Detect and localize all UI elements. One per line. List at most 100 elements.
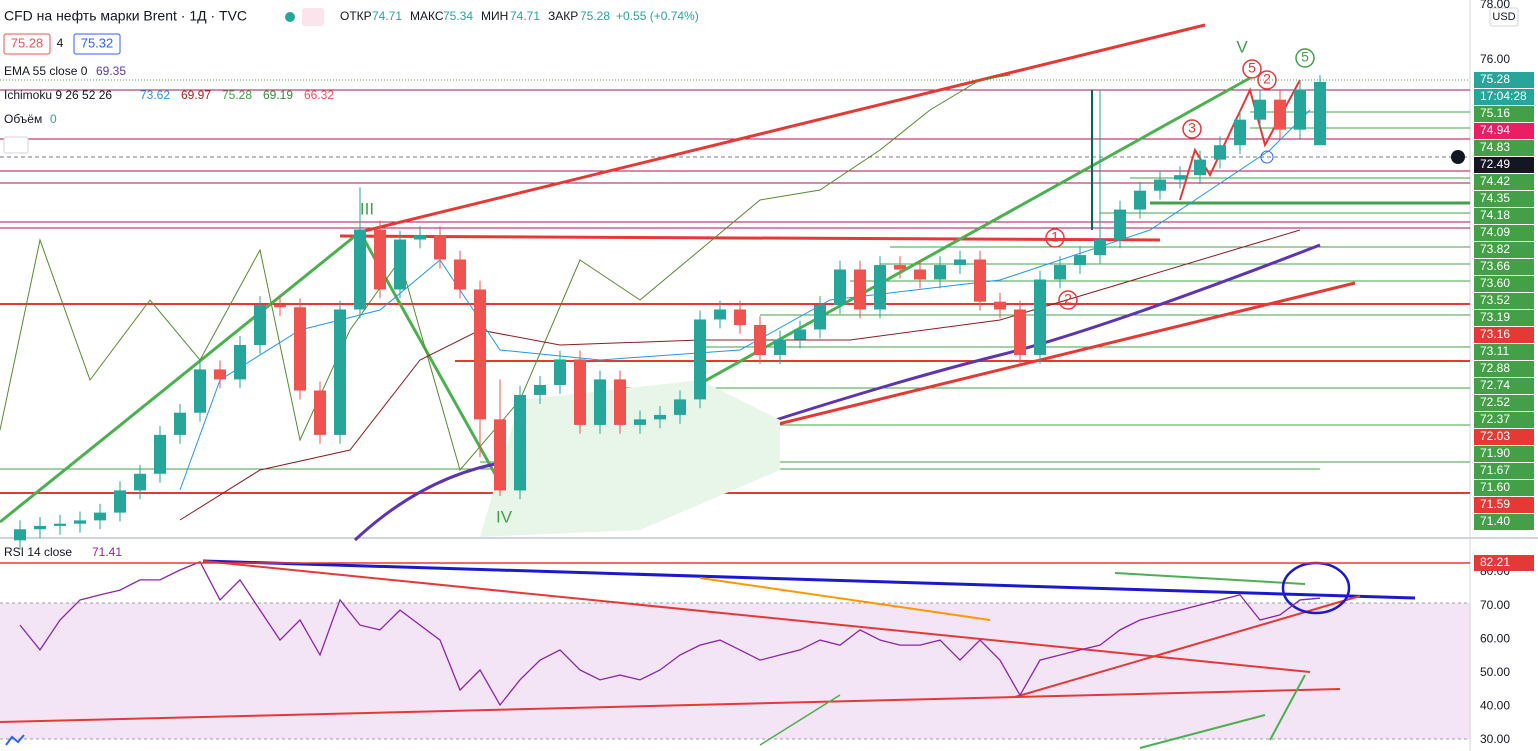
candle-body: [434, 235, 446, 260]
candle-body: [114, 490, 126, 513]
price-label: 72.49: [1480, 157, 1510, 171]
crosshair-plus[interactable]: [1451, 150, 1465, 164]
ohlc-label: МИН: [481, 9, 508, 23]
collapse-button[interactable]: [3, 136, 29, 154]
wave-label: V: [1236, 37, 1248, 56]
axis-label: 76.00: [1480, 52, 1510, 66]
rsi-tag-bg: [1474, 555, 1534, 571]
wave-label: IV: [496, 507, 513, 526]
price-label: 72.88: [1480, 361, 1510, 375]
candle-body: [994, 301, 1006, 310]
candle-body: [1074, 255, 1086, 266]
logo: [5, 734, 25, 746]
candle-body: [774, 339, 786, 355]
rsi-axis-label: 40.00: [1480, 699, 1510, 713]
price-label: 74.18: [1480, 208, 1510, 222]
candle-body: [674, 399, 686, 415]
candle-body: [594, 379, 606, 425]
price-label-bg: [1474, 378, 1534, 394]
ohlc-value: 75.34: [443, 9, 473, 23]
price-label: 71.60: [1480, 480, 1510, 494]
candle-body: [834, 269, 846, 306]
wave-label: 5: [1301, 49, 1309, 65]
rsi-trend: [759, 694, 841, 746]
candle-body: [134, 473, 146, 491]
ohlc-value: 74.71: [372, 9, 402, 23]
rsi-axis-label: 50.00: [1480, 665, 1510, 679]
price-label-bg: [1474, 106, 1534, 122]
candle-body: [694, 319, 706, 400]
rsi-trend: [1114, 572, 1306, 585]
candle-body: [614, 379, 626, 425]
ichimoku-name: Ichimoku 9 26 52 26: [4, 88, 112, 102]
price-label: 73.66: [1480, 259, 1510, 273]
candle-body: [1254, 99, 1266, 120]
candle-body: [1134, 190, 1146, 210]
price-label: 74.42: [1480, 174, 1510, 188]
rsi-trend: [1269, 674, 1306, 741]
price-label-bg: [1474, 412, 1534, 428]
rsi-line: [19, 561, 1321, 707]
price-labels: 75.28 17:04:28 75.16 74.94 74.83 72.49 74.42 74…: [1474, 72, 1534, 530]
wave-label: 2: [1263, 71, 1271, 87]
bid: 75.28: [11, 35, 44, 50]
ema-value: 69.35: [96, 64, 126, 78]
price-label: 72.52: [1480, 395, 1510, 409]
ichimoku-value: 69.97: [181, 88, 211, 102]
candle-body: [894, 265, 906, 270]
wave-circle: [1182, 119, 1202, 139]
price-label: 71.40: [1480, 514, 1510, 528]
candle-body: [74, 520, 86, 524]
candle-body: [334, 309, 346, 435]
axis-label: 78.00: [1480, 0, 1510, 11]
volume-name: Объём: [4, 112, 42, 126]
price-label-bg: [1474, 463, 1534, 479]
ohlc-label: ЗАКР: [548, 9, 578, 23]
channel-top: [359, 23, 1206, 234]
rsi-trend: [699, 577, 991, 621]
sub-wave: [1179, 79, 1301, 201]
ichimoku-span: [0, 74, 1011, 472]
price-label-bg: [1474, 259, 1534, 275]
candle-body: [794, 329, 806, 340]
status-chip[interactable]: [302, 8, 324, 26]
price-label: 72.37: [1480, 412, 1510, 426]
ask-chip[interactable]: [73, 33, 121, 55]
candles: [14, 75, 1326, 550]
candle-body: [1014, 309, 1026, 355]
wave-circles: [1045, 48, 1315, 310]
price-label-bg: [1474, 72, 1534, 88]
bid-chip[interactable]: [3, 33, 51, 55]
ohlc-label: ОТКР: [340, 9, 372, 23]
price-label-bg: [1474, 123, 1534, 139]
kijun: [179, 229, 1301, 521]
price-label-bg: [1474, 276, 1534, 292]
candle-body: [374, 229, 386, 290]
price-label-bg: [1474, 242, 1534, 258]
wave-label: 1: [1051, 229, 1059, 245]
wave-label: 3: [1188, 120, 1196, 136]
price-label: 73.82: [1480, 242, 1510, 256]
price-label: 74.83: [1480, 140, 1510, 154]
trendlines: [0, 23, 1416, 749]
rsi-value: 71.41: [92, 545, 122, 559]
candle-body: [934, 265, 946, 280]
price-label-bg: [1474, 514, 1534, 530]
candle-body: [1174, 175, 1186, 180]
volume-value: 0: [50, 112, 57, 126]
price-label-bg: [1474, 174, 1534, 190]
candle-body: [214, 369, 226, 380]
rsi-axis-label: 60.00: [1480, 631, 1510, 645]
candle-body: [1054, 265, 1066, 280]
candle-body: [354, 229, 366, 310]
symbol-title: CFD на нефть марки Brent · 1Д · TVC: [4, 8, 247, 24]
candle-body: [1194, 159, 1206, 176]
candle-body: [734, 309, 746, 326]
ichimoku-value: 69.19: [263, 88, 293, 102]
currency-chip[interactable]: [1489, 7, 1519, 27]
candle-body: [654, 414, 666, 420]
candle-body: [34, 525, 46, 530]
ema-line: [353, 243, 1321, 542]
wave-label: 5: [1248, 60, 1256, 76]
